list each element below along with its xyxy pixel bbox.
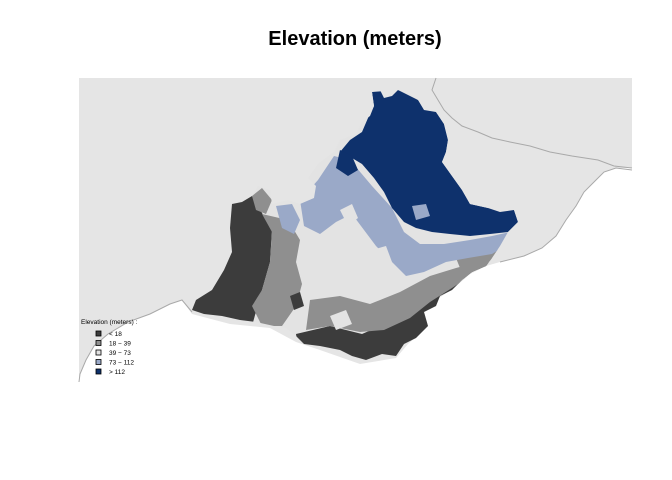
class-18-39-west [252,214,302,326]
legend-swatch [95,340,102,346]
class-39-73-patch-2 [372,246,392,266]
class-lt18-patch [290,292,304,310]
legend-label: < 18 [109,331,122,338]
class-18-39-northwest [252,188,272,214]
class-gt112-alps [340,90,518,236]
legend-label: 18 − 39 [109,341,131,348]
legend-label: 39 − 73 [109,350,131,357]
class-73-112-band [300,156,510,276]
coastline [78,77,633,383]
legend-swatch [95,359,102,365]
legend-swatch [95,368,102,375]
legend-label: 73 − 112 [109,360,134,367]
legend-items: < 18 18 − 39 39 − 73 73 − 112 > 112 [95,330,134,376]
map-title: Elevation (meters) [268,28,442,50]
legend-label: > 112 [109,369,125,376]
class-73-112-west [276,204,300,234]
map-legend: Elevation (meters) : < 18 18 − 39 39 − 73 7… [81,319,138,376]
legend-title: Elevation (meters) : [81,319,138,326]
class-39-73-patch-1 [340,204,358,226]
legend-swatch [95,349,102,356]
legend-swatch [95,330,102,337]
class-gt112-west-lobe [336,150,358,176]
class-18-39-south [306,258,496,332]
class-73-112-patch [412,204,430,220]
class-39-73-patch-3 [330,310,352,330]
